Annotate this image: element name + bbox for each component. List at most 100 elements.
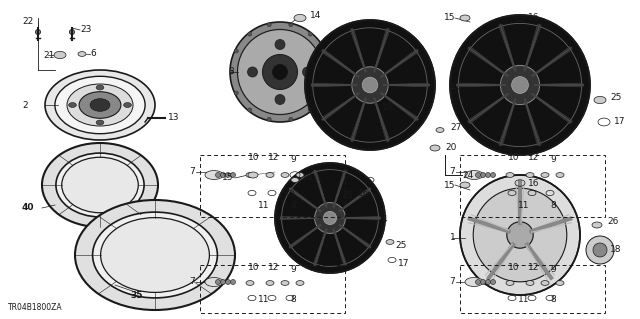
Text: 40: 40: [22, 204, 35, 212]
Ellipse shape: [500, 65, 540, 105]
Ellipse shape: [246, 173, 254, 177]
Text: 8: 8: [550, 295, 556, 305]
Text: 8: 8: [290, 295, 296, 305]
Ellipse shape: [289, 117, 292, 121]
Text: 11: 11: [518, 201, 529, 210]
Text: 7: 7: [189, 167, 195, 176]
Text: 9: 9: [290, 155, 296, 165]
Ellipse shape: [96, 85, 104, 90]
Ellipse shape: [54, 51, 66, 59]
Ellipse shape: [511, 77, 529, 93]
Ellipse shape: [296, 173, 304, 177]
Ellipse shape: [246, 281, 254, 286]
Ellipse shape: [75, 200, 235, 310]
Ellipse shape: [266, 281, 274, 286]
Ellipse shape: [221, 173, 225, 177]
Ellipse shape: [294, 14, 306, 22]
Ellipse shape: [100, 218, 209, 293]
Ellipse shape: [268, 117, 271, 121]
Ellipse shape: [68, 102, 76, 108]
Ellipse shape: [541, 173, 549, 177]
Ellipse shape: [526, 173, 534, 177]
Ellipse shape: [362, 77, 378, 93]
Ellipse shape: [303, 67, 312, 77]
Ellipse shape: [61, 157, 138, 213]
Ellipse shape: [275, 94, 285, 105]
Ellipse shape: [248, 172, 258, 178]
Ellipse shape: [268, 23, 271, 27]
Text: 17: 17: [614, 117, 625, 127]
Text: 2: 2: [22, 100, 28, 109]
Ellipse shape: [296, 281, 304, 286]
Ellipse shape: [465, 170, 483, 180]
Ellipse shape: [225, 173, 230, 177]
Ellipse shape: [262, 55, 298, 90]
Text: 10: 10: [508, 153, 520, 162]
Ellipse shape: [326, 70, 330, 74]
Ellipse shape: [308, 32, 312, 36]
Ellipse shape: [205, 170, 223, 180]
Ellipse shape: [486, 279, 490, 285]
Ellipse shape: [305, 20, 435, 150]
Text: 16: 16: [528, 13, 540, 23]
Ellipse shape: [556, 281, 564, 286]
Ellipse shape: [291, 178, 299, 182]
Text: 7: 7: [449, 167, 455, 176]
Ellipse shape: [93, 212, 218, 298]
Ellipse shape: [592, 222, 602, 228]
Ellipse shape: [281, 173, 289, 177]
Ellipse shape: [322, 49, 326, 53]
Text: 7: 7: [449, 278, 455, 286]
Ellipse shape: [216, 279, 221, 285]
Ellipse shape: [460, 175, 580, 295]
Ellipse shape: [225, 279, 230, 285]
Text: 9: 9: [550, 265, 556, 275]
Ellipse shape: [556, 173, 564, 177]
Text: 35: 35: [130, 291, 143, 300]
Ellipse shape: [476, 279, 481, 285]
Ellipse shape: [289, 23, 292, 27]
Text: 15: 15: [444, 13, 455, 23]
Text: 13: 13: [168, 114, 179, 122]
Ellipse shape: [490, 279, 495, 285]
Text: 10: 10: [248, 153, 259, 162]
Text: 12: 12: [268, 153, 280, 162]
Ellipse shape: [205, 278, 223, 286]
Text: 22: 22: [22, 18, 33, 26]
Ellipse shape: [124, 102, 131, 108]
Ellipse shape: [234, 91, 238, 95]
Text: 6: 6: [90, 49, 96, 58]
Ellipse shape: [230, 22, 330, 122]
Ellipse shape: [281, 281, 289, 286]
Ellipse shape: [56, 153, 144, 217]
Bar: [460, 265, 605, 313]
Ellipse shape: [506, 173, 514, 177]
Text: 15: 15: [444, 181, 455, 189]
Ellipse shape: [481, 173, 486, 177]
Ellipse shape: [273, 64, 287, 79]
Ellipse shape: [593, 243, 607, 257]
Text: 10: 10: [508, 263, 520, 272]
Text: 7: 7: [189, 278, 195, 286]
Text: 12: 12: [268, 263, 280, 272]
Ellipse shape: [90, 99, 110, 111]
Ellipse shape: [460, 182, 470, 188]
Ellipse shape: [586, 236, 614, 264]
Ellipse shape: [541, 281, 549, 286]
Text: 11: 11: [518, 295, 529, 305]
Ellipse shape: [70, 29, 74, 34]
Ellipse shape: [45, 70, 155, 140]
Ellipse shape: [248, 32, 252, 36]
Ellipse shape: [352, 67, 388, 103]
Ellipse shape: [526, 281, 534, 286]
Text: TR04B1800ZA: TR04B1800ZA: [8, 303, 63, 313]
Ellipse shape: [42, 143, 158, 227]
Text: 15: 15: [222, 174, 234, 182]
Text: 24: 24: [462, 170, 473, 180]
Text: 16: 16: [528, 179, 540, 188]
Ellipse shape: [476, 173, 481, 177]
Bar: [200, 265, 345, 313]
Ellipse shape: [248, 108, 252, 112]
Ellipse shape: [507, 222, 533, 248]
Ellipse shape: [465, 278, 483, 286]
